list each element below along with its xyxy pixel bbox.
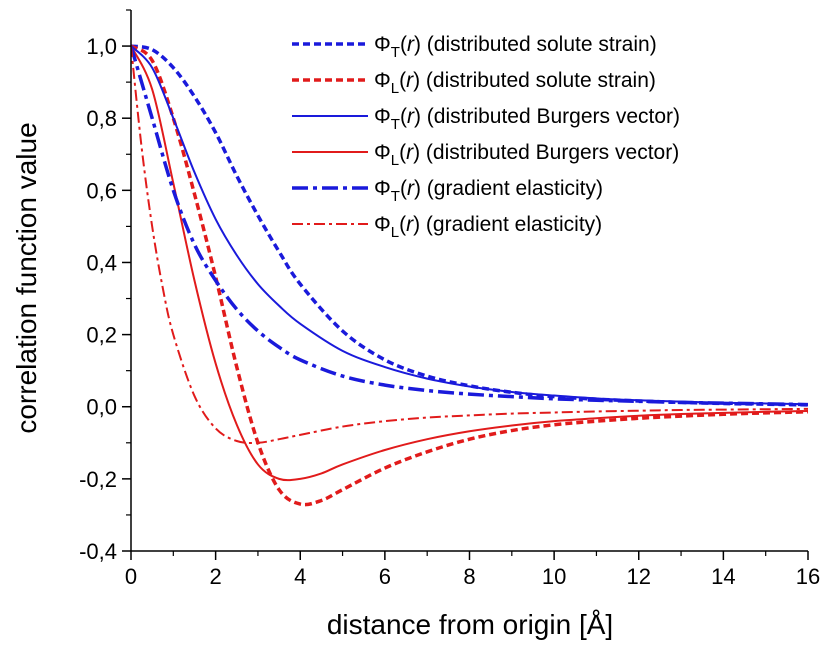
- x-tick-label: 16: [796, 564, 820, 589]
- y-tick-label: 0,0: [86, 395, 117, 420]
- legend-label-4: ΦL(r) (distributed Burgers vector): [374, 141, 679, 169]
- y-tick-label: 0,6: [86, 178, 117, 203]
- legend-label-6: ΦL(r) (gradient elasticity): [374, 213, 602, 241]
- legend-label-1: ΦT(r) (distributed solute strain): [374, 33, 657, 61]
- legend-label-2: ΦL(r) (distributed solute strain): [374, 69, 656, 97]
- x-tick-label: 6: [379, 564, 391, 589]
- legend-label-5: ΦT(r) (gradient elasticity): [374, 177, 603, 205]
- y-tick-label: 0,8: [86, 106, 117, 131]
- legend: ΦT(r) (distributed solute strain) ΦL(r) (…: [292, 33, 680, 241]
- y-tick-label: -0,2: [79, 467, 117, 492]
- y-tick-label: 0,2: [86, 323, 117, 348]
- x-tick-label: 14: [711, 564, 735, 589]
- y-tick-label: 0,4: [86, 250, 117, 275]
- y-axis-title: correlation function value: [11, 122, 42, 433]
- x-tick-label: 2: [210, 564, 222, 589]
- x-tick-label: 8: [463, 564, 475, 589]
- x-tick-label: 12: [627, 564, 651, 589]
- x-axis-title: distance from origin [Å]: [327, 609, 613, 640]
- legend-label-3: ΦT(r) (distributed Burgers vector): [374, 105, 680, 133]
- x-tick-label: 4: [294, 564, 306, 589]
- x-tick-label: 10: [542, 564, 566, 589]
- axis-ticks: [122, 10, 808, 560]
- y-tick-label: -0,4: [79, 539, 117, 564]
- y-tick-label: 1,0: [86, 34, 117, 59]
- x-tick-label: 0: [125, 564, 137, 589]
